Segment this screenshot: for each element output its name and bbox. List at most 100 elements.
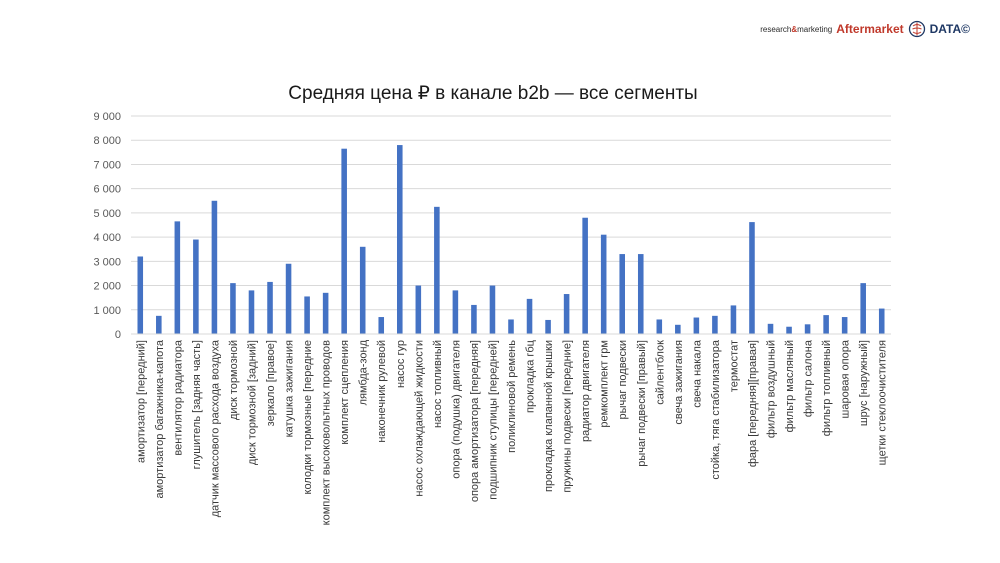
- x-category-label: катушка зажигания: [284, 340, 296, 437]
- brand-name-data: DATA©: [929, 22, 970, 36]
- y-tick-label: 9 000: [93, 111, 121, 123]
- y-tick-label: 1 000: [93, 305, 121, 317]
- bar: [304, 296, 310, 334]
- bar: [415, 285, 422, 334]
- x-category-label: термостат: [728, 340, 740, 392]
- x-category-label: поликлиновой ремень: [506, 340, 518, 453]
- bar: [230, 283, 236, 334]
- bar: [267, 281, 273, 334]
- x-category-label: рычаг подвески: [617, 340, 629, 420]
- bar: [786, 326, 792, 334]
- x-category-label: насос охлаждающей жидкости: [413, 340, 425, 497]
- bar: [211, 200, 218, 334]
- bar: [359, 246, 366, 334]
- x-category-label: шаровая опора: [840, 339, 852, 418]
- x-category-label: подшипник ступицы [передней]: [487, 340, 499, 500]
- bar: [712, 315, 718, 334]
- brand-tagline-marketing: marketing: [797, 24, 833, 34]
- bar: [378, 317, 385, 334]
- x-category-label: насос гур: [395, 340, 407, 388]
- brand-tagline-research: research: [760, 24, 792, 34]
- x-category-label: комплект высоковольтных проводов: [321, 340, 333, 525]
- x-category-label: амортизатор багажника-капота: [154, 339, 166, 498]
- brand-name-aftermarket: Aftermarket: [836, 22, 904, 36]
- bar: [248, 290, 255, 334]
- bar: [156, 315, 162, 334]
- bar: [193, 239, 199, 334]
- y-tick-label: 8 000: [93, 135, 121, 147]
- bars: [137, 145, 885, 334]
- x-axis-category-labels: амортизатор [передний] амортизатор багажн…: [135, 339, 888, 525]
- bar: [804, 324, 811, 334]
- y-tick-label: 5 000: [93, 208, 121, 220]
- x-category-label: фильтр масляный: [784, 340, 796, 432]
- brain-icon: [908, 20, 925, 38]
- brand-tagline: research&marketing: [760, 25, 832, 34]
- bar: [637, 254, 644, 334]
- y-tick-label: 2 000: [93, 281, 121, 293]
- x-category-label: датчик массового расхода воздуха: [209, 339, 221, 517]
- x-category-label: пружины подвески [передние]: [562, 340, 574, 493]
- x-category-label: наконечник рулевой: [376, 340, 388, 443]
- x-category-label: опора (подушка) двигателя: [450, 340, 462, 479]
- x-category-label: комплект сцепления: [339, 340, 351, 445]
- bar: [545, 319, 551, 334]
- bar: [563, 294, 570, 334]
- x-category-label: амортизатор [передний]: [135, 340, 147, 463]
- y-tick-label: 6 000: [93, 184, 121, 196]
- x-category-label: вентилятор радиатора: [172, 339, 184, 456]
- bar: [823, 315, 829, 334]
- bar: [749, 222, 755, 334]
- bar: [341, 148, 347, 334]
- y-tick-label: 7 000: [93, 159, 121, 171]
- bar: [693, 317, 700, 334]
- bar: [471, 304, 477, 334]
- bar: [174, 221, 181, 334]
- bar: [322, 292, 329, 334]
- bar: [730, 305, 737, 334]
- x-category-label: радиатор двигателя: [580, 340, 592, 442]
- x-category-label: зеркало [правое]: [265, 340, 277, 426]
- bar: [582, 217, 588, 334]
- x-category-label: насос топливный: [432, 340, 444, 428]
- y-tick-label: 0: [115, 329, 121, 341]
- x-category-label: лямбда-зонд: [358, 339, 370, 405]
- brand-tagline-amp: &: [791, 24, 798, 34]
- x-category-label: ремкомплект грм: [599, 340, 611, 428]
- bar: [656, 319, 663, 334]
- x-category-label: прокладка клапанной крышки: [543, 340, 555, 492]
- bar: [841, 317, 848, 334]
- x-category-label: стойка, тяга стабилизатора: [710, 339, 722, 480]
- x-category-label: свеча зажигания: [673, 340, 685, 425]
- x-category-label: диск тормозной [задний]: [246, 340, 258, 465]
- bar: [452, 290, 459, 334]
- x-category-label: сайлентблок: [654, 340, 666, 405]
- bar: [137, 256, 144, 334]
- x-category-label: колодки тормозные [передние: [302, 340, 314, 494]
- y-tick-label: 4 000: [93, 232, 121, 244]
- bar: [600, 234, 607, 334]
- bar: [619, 254, 625, 334]
- x-category-label: опора амортизатора [передняя]: [469, 340, 481, 502]
- x-category-label: фильтр воздушный: [766, 340, 778, 438]
- x-category-label: свеча накала: [691, 339, 703, 408]
- bar: [860, 283, 866, 334]
- brand-logo: research&marketing Aftermarket DATA©: [760, 18, 970, 40]
- chart-title: Средняя цена ₽ в канале b2b — все сегмен…: [288, 83, 697, 104]
- x-category-label: щетки стеклоочистителя: [877, 340, 889, 465]
- x-category-label: фильтр салона: [803, 339, 815, 417]
- x-category-label: рычаг подвески [правый]: [636, 340, 648, 467]
- gridlines: [131, 115, 891, 311]
- bar: [675, 324, 681, 334]
- x-category-label: шрус [наружный]: [858, 340, 870, 426]
- bar: [526, 298, 533, 334]
- x-category-label: глушитель [задняя часть]: [191, 340, 203, 469]
- x-category-label: фара [передняя][правая]: [747, 340, 759, 467]
- x-category-label: прокладка гбц: [525, 339, 537, 413]
- bar: [767, 323, 774, 334]
- y-axis-tick-labels: 0 1 000 2 000 3 000 4 000 5 000 6 000 7 000 8 00…: [93, 111, 121, 341]
- x-category-label: фильтр топливный: [821, 340, 833, 436]
- bar: [508, 319, 514, 334]
- bar: [285, 263, 292, 334]
